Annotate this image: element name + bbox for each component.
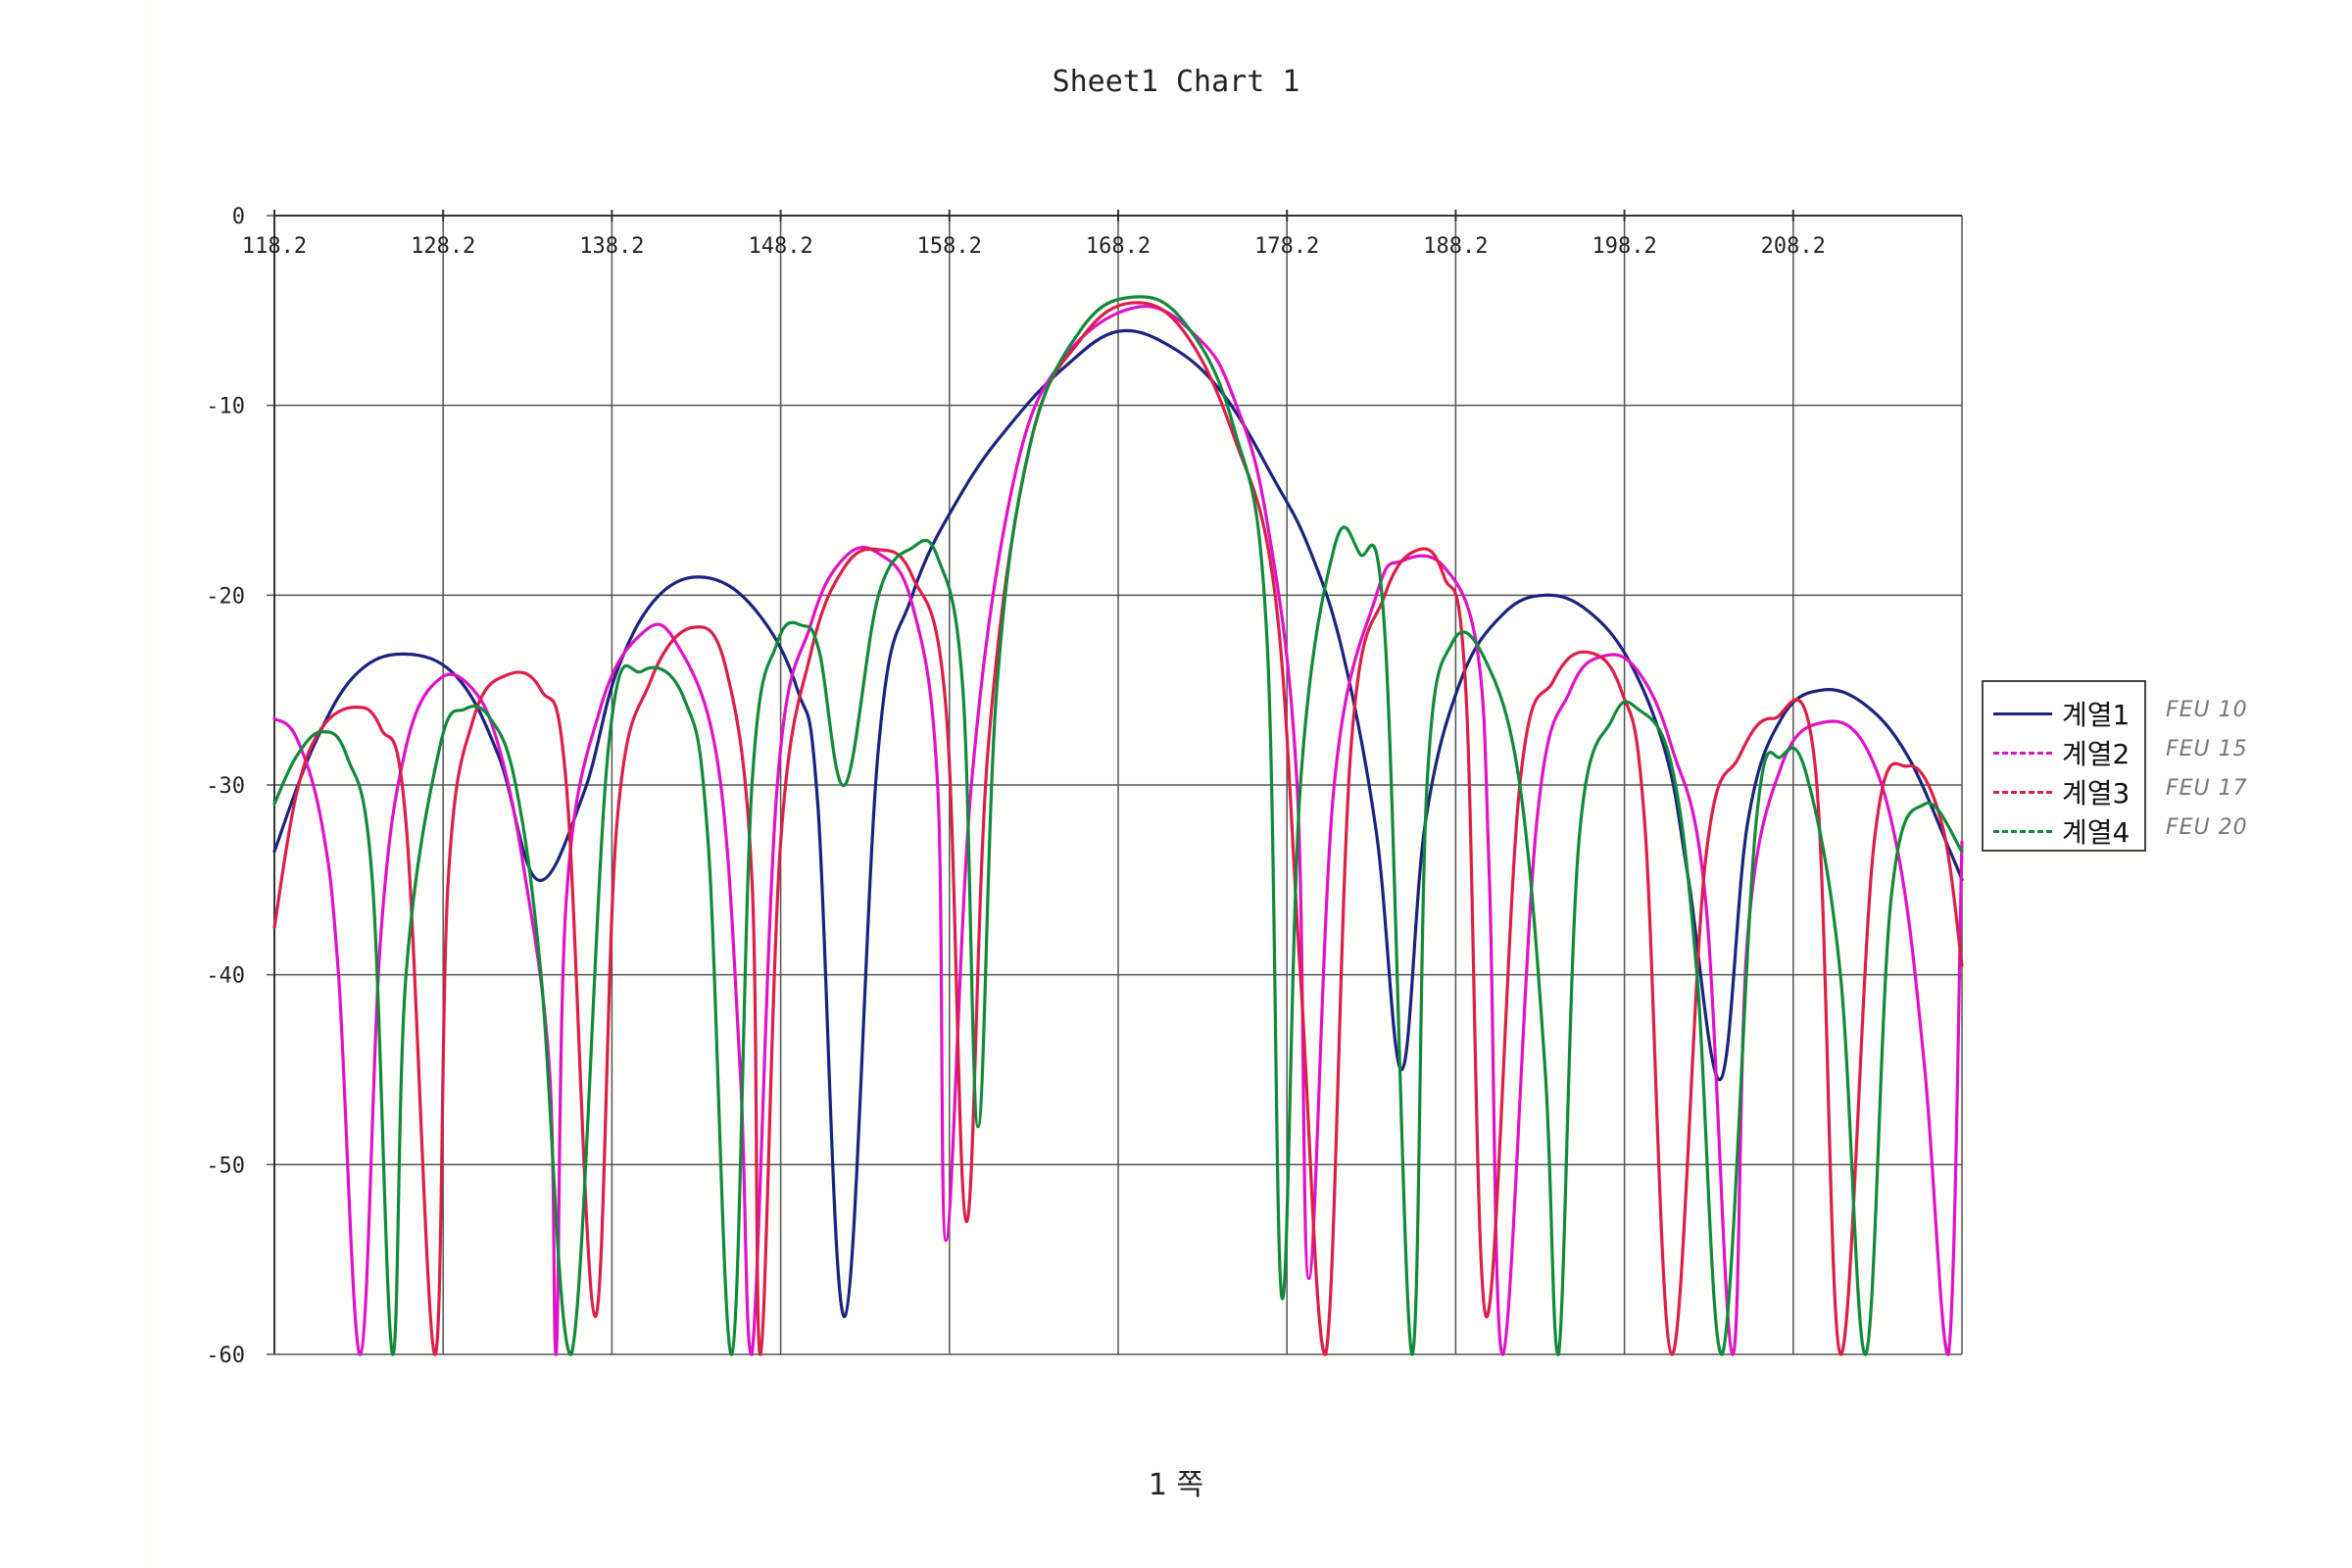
legend-swatch: [1993, 711, 2052, 715]
legend-swatch: [1993, 790, 2052, 794]
y-tick-label: -40: [206, 964, 245, 989]
y-tick-label: -50: [206, 1153, 245, 1178]
legend-label: 계열2: [2062, 738, 2131, 770]
legend-item: 계열3: [1993, 772, 2130, 811]
x-tick-label: 148.2: [748, 234, 812, 259]
legend-item: 계열4: [1993, 811, 2130, 851]
legend-item: 계열1: [1993, 694, 2130, 733]
series-line-4: [272, 295, 1964, 1356]
x-tick-label: 178.2: [1254, 234, 1319, 259]
y-tick-label: 0: [232, 205, 245, 229]
x-tick-label: 168.2: [1086, 234, 1151, 259]
legend-handwritten-note: FEU 10: [2166, 698, 2248, 722]
scanned-page-background: [147, 0, 2342, 1568]
y-tick-label: -60: [206, 1344, 245, 1368]
legend-label: 계열1: [2062, 699, 2131, 731]
y-tick-label: -20: [206, 584, 245, 609]
legend-swatch: [1993, 751, 2052, 755]
legend-handwritten-note: FEU 15: [2166, 737, 2248, 761]
legend-swatch: [1993, 829, 2052, 833]
legend-label: 계열4: [2062, 816, 2131, 849]
x-tick-label: 188.2: [1423, 234, 1488, 259]
legend-handwritten-note: FEU 17: [2166, 776, 2248, 801]
legend-label: 계열3: [2062, 777, 2131, 809]
x-tick-label: 158.2: [917, 234, 982, 259]
x-tick-label: 128.2: [411, 234, 475, 259]
page-number-label: 1 쪽: [1148, 1468, 1204, 1502]
series-line-1: [272, 328, 1964, 1318]
x-tick-label: 198.2: [1592, 234, 1656, 259]
chart-title: Sheet1 Chart 1: [1052, 65, 1300, 99]
x-tick-label: 138.2: [579, 234, 644, 259]
y-tick-label: -30: [206, 774, 245, 799]
chart-legend: 계열1 계열2 계열3 계열4: [1982, 680, 2146, 852]
x-tick-label: 208.2: [1761, 234, 1826, 259]
legend-item: 계열2: [1993, 733, 2130, 772]
legend-handwritten-note: FEU 20: [2166, 815, 2248, 840]
x-tick-label: 118.2: [242, 234, 307, 259]
series-line-3: [272, 301, 1964, 1356]
y-tick-label: -10: [206, 395, 245, 419]
